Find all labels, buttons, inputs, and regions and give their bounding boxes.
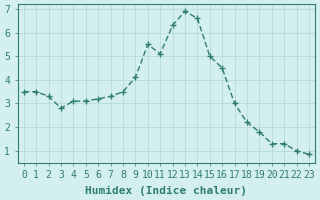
X-axis label: Humidex (Indice chaleur): Humidex (Indice chaleur)	[85, 186, 247, 196]
